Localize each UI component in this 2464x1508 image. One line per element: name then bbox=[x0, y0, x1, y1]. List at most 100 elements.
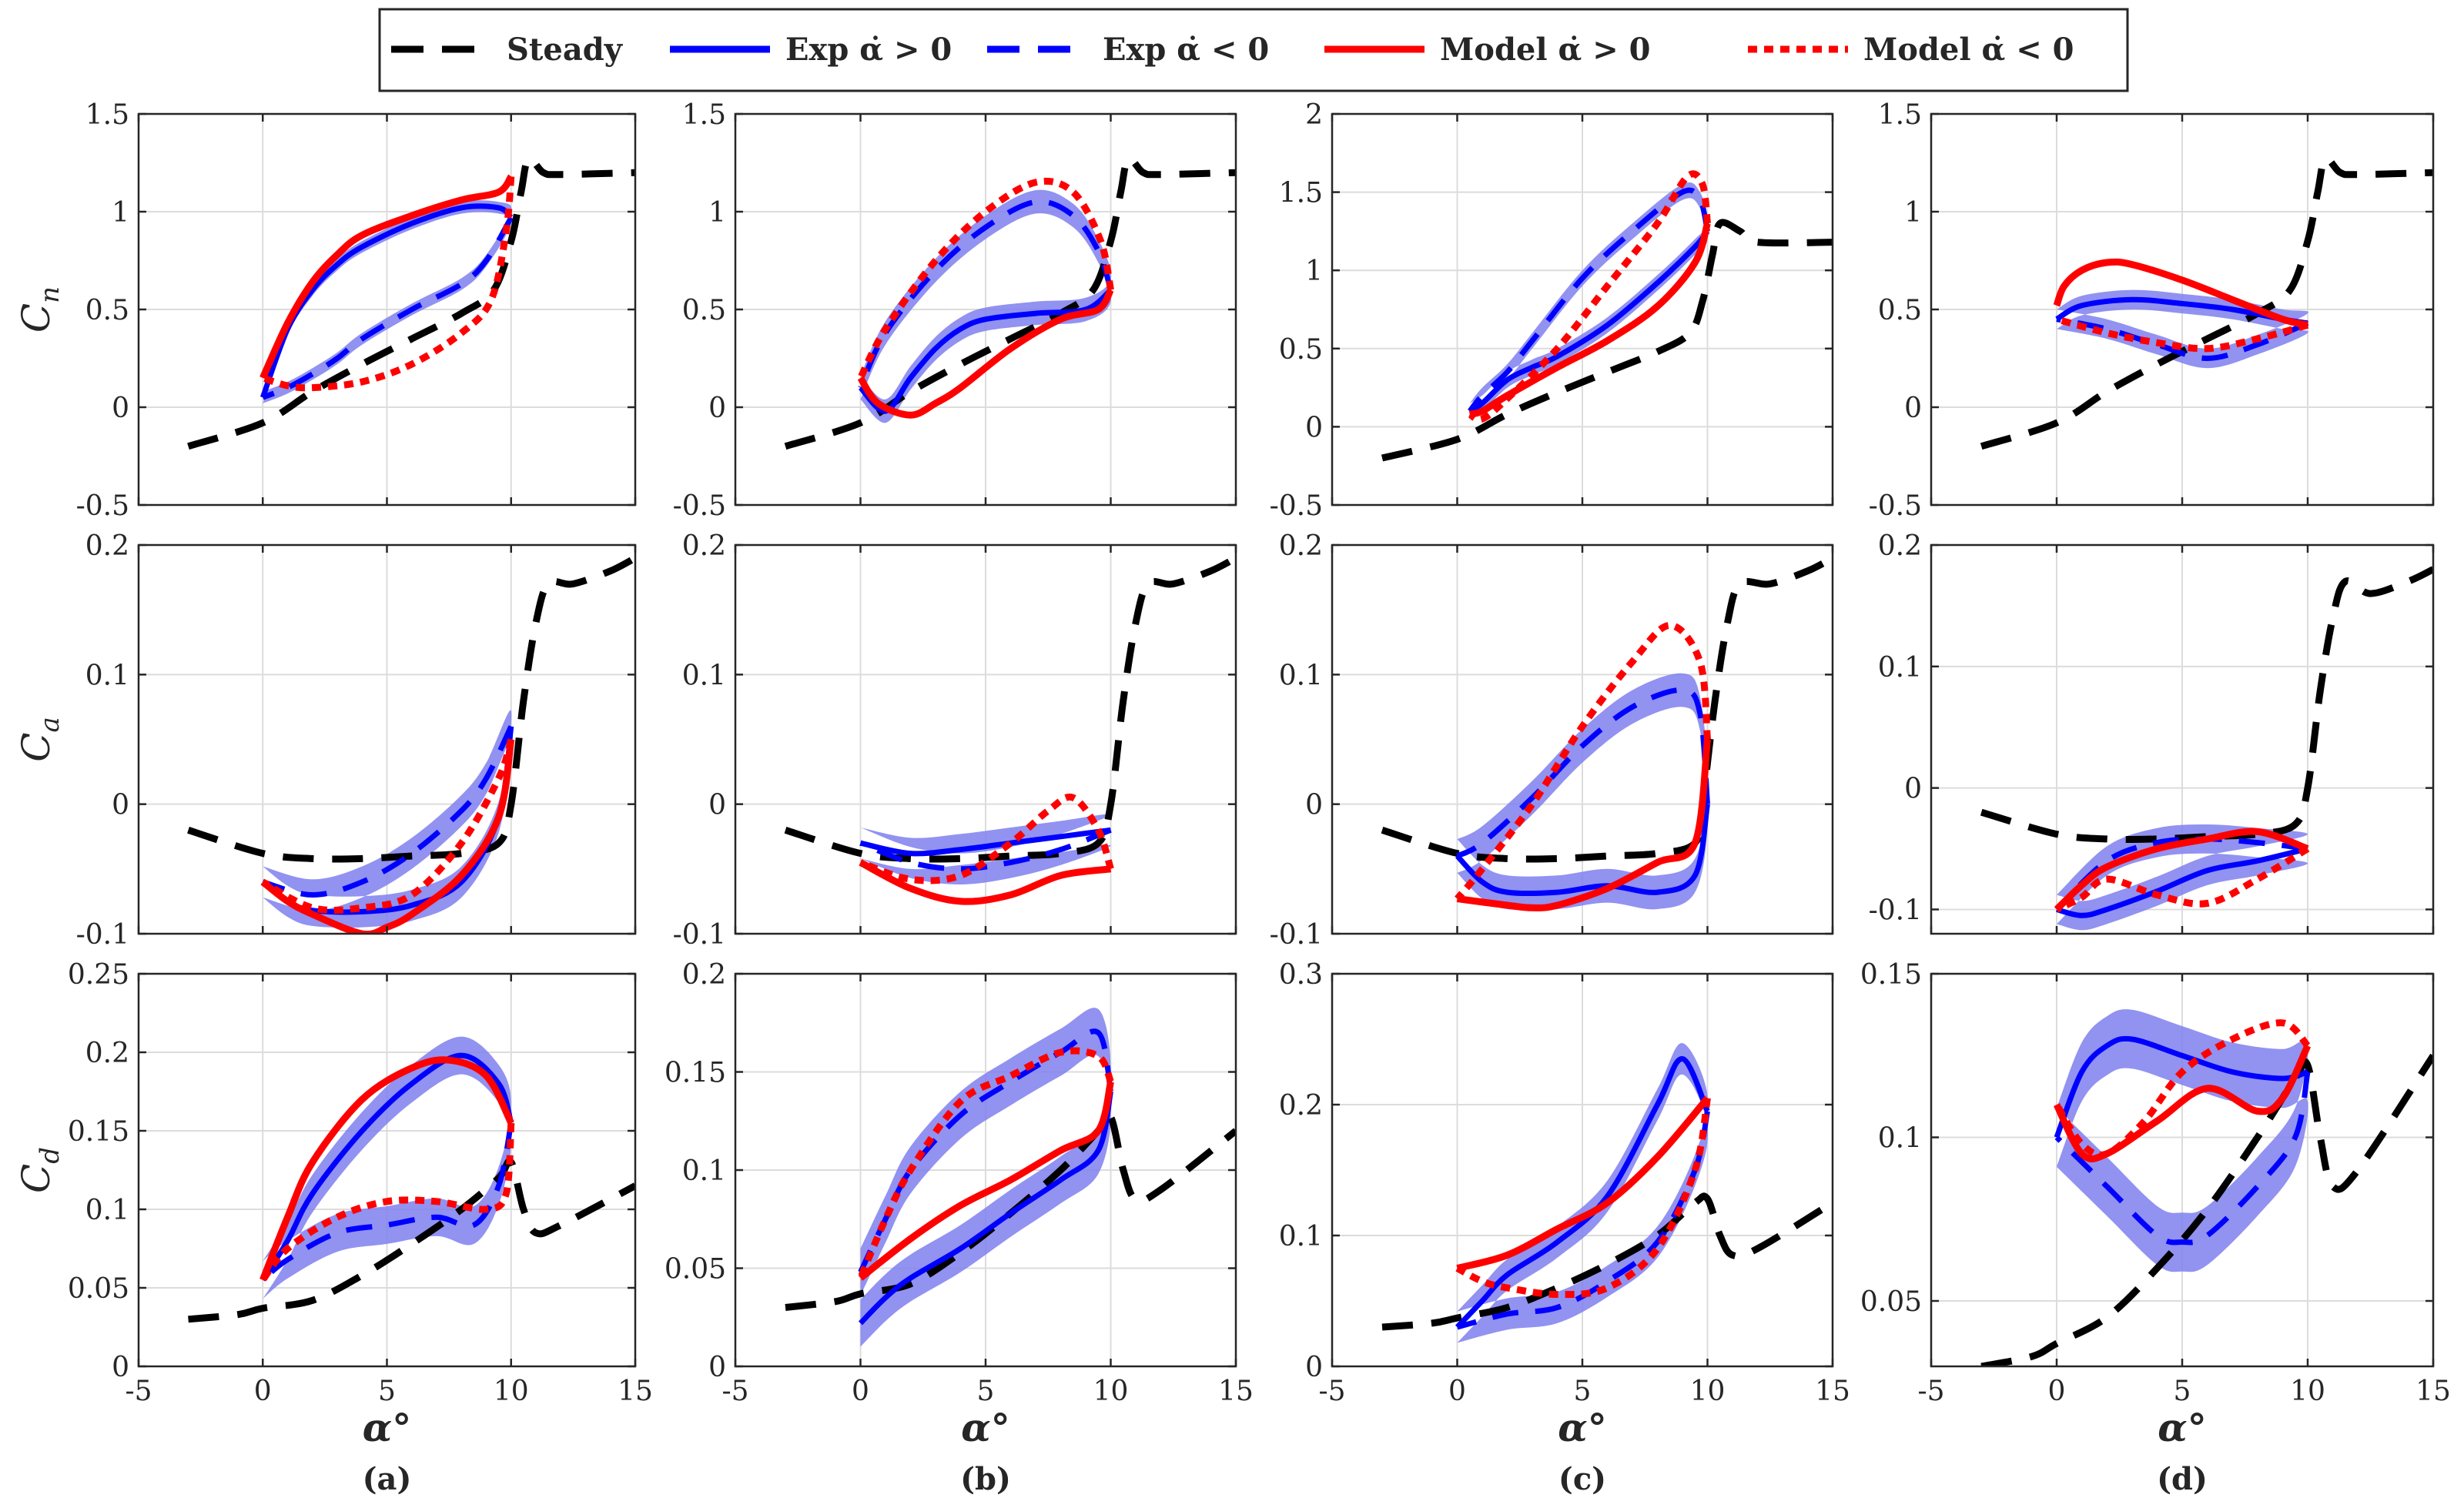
y-tick-label: 0.5 bbox=[1279, 334, 1323, 366]
y-tick-label: 0.2 bbox=[85, 530, 129, 562]
x-axis-label: α° bbox=[363, 1405, 411, 1450]
curves bbox=[1980, 1009, 2433, 1366]
ticks: -0.1 0 0.1 0.2 bbox=[1270, 530, 1834, 951]
legend-entry: Model α̇ < 0 bbox=[1748, 32, 2074, 68]
curves bbox=[188, 1036, 635, 1323]
model-up-line bbox=[857, 288, 1114, 419]
ticks: -0.5 0 0.5 1 1.5 bbox=[673, 99, 1237, 522]
curves bbox=[187, 554, 635, 934]
y-tick-label: 0.5 bbox=[1878, 295, 1922, 326]
legend-entry: Model α̇ > 0 bbox=[1324, 32, 1650, 68]
y-axis-label: Cn bbox=[14, 286, 65, 333]
x-tick-label: -5 bbox=[1318, 1376, 1345, 1407]
steady-line bbox=[187, 554, 635, 863]
exp-down-line bbox=[859, 828, 1112, 872]
y-tick-label: 0.25 bbox=[68, 959, 129, 991]
exp-uncertainty-band bbox=[860, 1008, 1111, 1347]
y-axis-label: Ca bbox=[14, 717, 65, 762]
steady-line bbox=[1381, 554, 1833, 863]
y-tick-label: 1 bbox=[112, 197, 129, 229]
panels: -0.500.511.5-0.500.511.5-0.500.511.52-0.… bbox=[14, 99, 2451, 1497]
y-tick-label: 0.5 bbox=[682, 295, 726, 326]
y-tick-label: 0.2 bbox=[682, 530, 726, 562]
x-axis-label: α° bbox=[2158, 1405, 2206, 1450]
y-tick-label: -0.5 bbox=[1869, 490, 1922, 522]
curves bbox=[1381, 170, 1833, 462]
steady-line bbox=[785, 1112, 1236, 1311]
y-tick-label: -0.5 bbox=[673, 490, 726, 522]
model-down-line bbox=[261, 176, 515, 392]
steady-line bbox=[784, 554, 1236, 863]
y-tick-label: -0.1 bbox=[1270, 919, 1323, 951]
y-tick-label: 0.1 bbox=[682, 660, 726, 691]
legend-label: Exp α̇ < 0 bbox=[1103, 32, 1269, 68]
exp-down-line bbox=[262, 216, 514, 400]
model-down-line bbox=[2054, 1019, 2311, 1159]
curves bbox=[784, 554, 1236, 905]
y-tick-label: 0.3 bbox=[1279, 959, 1323, 991]
y-tick-label: 0.05 bbox=[1860, 1286, 1922, 1318]
ticks: -0.1 0 0.1 0.2 bbox=[673, 530, 1237, 951]
x-tick-label: 10 bbox=[494, 1376, 529, 1407]
x-tick-label: 15 bbox=[618, 1376, 653, 1407]
y-tick-label: -0.5 bbox=[1270, 490, 1323, 522]
y-tick-label: 1 bbox=[1904, 197, 1922, 229]
model-up-line bbox=[859, 859, 1112, 905]
ticks: -0.1 0 0.1 0.2 bbox=[76, 530, 637, 951]
model-down-line bbox=[857, 177, 1114, 380]
y-tick-label: 0.2 bbox=[1279, 530, 1323, 562]
y-tick-label: 0.2 bbox=[1279, 1090, 1323, 1122]
subplot: -0.1 0 0.1 0.2 bbox=[1270, 530, 1834, 951]
steady-line bbox=[1980, 1053, 2433, 1366]
y-tick-label: 0.2 bbox=[682, 959, 726, 991]
model-up-line bbox=[858, 1081, 1114, 1281]
exp-uncertainty-band bbox=[860, 814, 1111, 884]
exp-down-line bbox=[2054, 836, 2308, 911]
y-tick-label: -0.5 bbox=[76, 490, 129, 522]
x-tick-label: 0 bbox=[2048, 1376, 2066, 1407]
subplot: -0.1 0 0.1 0.2 bbox=[673, 530, 1237, 951]
x-tick-label: 0 bbox=[1448, 1376, 1466, 1407]
x-tick-label: 5 bbox=[2174, 1376, 2191, 1407]
y-tick-label: 1.5 bbox=[1878, 99, 1922, 131]
curves bbox=[1980, 566, 2433, 931]
legend-label: Steady bbox=[507, 32, 624, 68]
x-tick-label: 0 bbox=[254, 1376, 272, 1407]
exp-up-line bbox=[1455, 804, 1710, 897]
curves bbox=[1381, 1043, 1833, 1343]
y-tick-label: 0.1 bbox=[1279, 660, 1323, 691]
model-down-line bbox=[2055, 845, 2310, 913]
y-tick-label: -0.1 bbox=[1869, 894, 1922, 926]
y-axis-label: Cd bbox=[14, 1147, 65, 1193]
model-up-line bbox=[259, 174, 514, 380]
y-tick-label: 0.2 bbox=[1878, 530, 1922, 562]
subplot: -0.1 0 0.1 0.2 bbox=[1869, 530, 2435, 935]
y-tick-label: 2 bbox=[1305, 99, 1323, 131]
y-tick-label: 0.1 bbox=[85, 660, 129, 691]
exp-uncertainty-band bbox=[263, 710, 512, 928]
exp-up-line bbox=[1468, 229, 1710, 414]
y-tick-label: 0.5 bbox=[85, 295, 129, 326]
ticks: -0.5 0 0.5 1 1.5 2 bbox=[1270, 99, 1834, 522]
x-tick-label: 15 bbox=[2415, 1376, 2451, 1407]
steady-line bbox=[187, 155, 635, 450]
exp-uncertainty-band bbox=[263, 1036, 511, 1299]
y-tick-label: 0 bbox=[708, 1352, 726, 1383]
steady-line bbox=[784, 155, 1236, 450]
subplot: -0.5 0 0.5 1 1.5 bbox=[76, 99, 637, 522]
exp-down-line bbox=[2056, 316, 2309, 362]
x-tick-label: 10 bbox=[1690, 1376, 1726, 1407]
legend-label: Exp α̇ > 0 bbox=[785, 32, 952, 68]
y-tick-label: 0 bbox=[708, 393, 726, 424]
steady-line bbox=[1980, 155, 2433, 450]
model-up-line bbox=[1468, 222, 1711, 418]
exp-up-line bbox=[2054, 1035, 2309, 1139]
y-tick-label: 0.05 bbox=[68, 1273, 129, 1305]
